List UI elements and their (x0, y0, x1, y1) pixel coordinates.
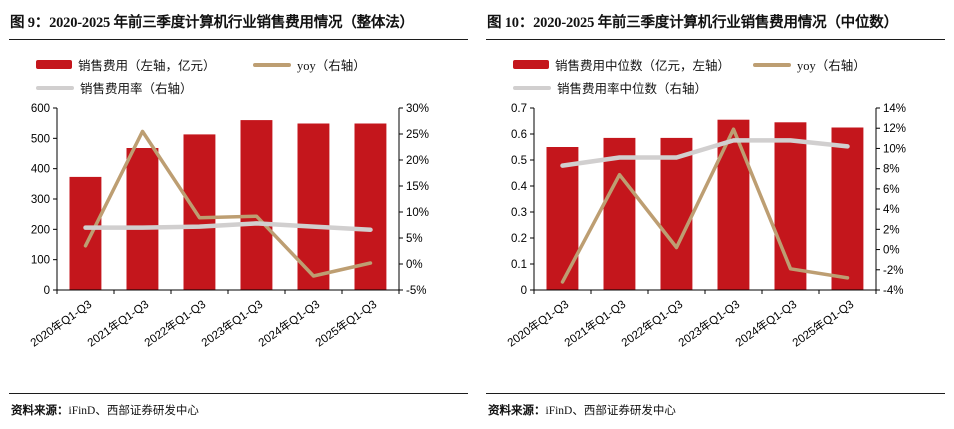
line-swatch-icon (513, 85, 551, 90)
figure-10-source: 资料来源：iFinD、西部证券研发中心 (486, 393, 945, 429)
svg-text:200: 200 (31, 224, 50, 236)
legend-label: yoy（右轴） (297, 59, 366, 73)
bar-swatch-icon (513, 60, 549, 69)
svg-text:600: 600 (31, 103, 50, 115)
svg-text:10%: 10% (883, 143, 906, 155)
svg-text:20%: 20% (406, 155, 429, 167)
legend-label: 销售费用（左轴，亿元） (78, 59, 216, 73)
figure-9-title: 图 9：2020-2025 年前三季度计算机行业销售费用情况（整体法） (10, 15, 414, 31)
legend-item-sales-expense: 销售费用（左轴，亿元） (36, 55, 253, 74)
legend-label: 销售费用率（右轴） (80, 82, 193, 96)
line-swatch-icon (36, 85, 74, 90)
svg-text:2023年Q1-Q3: 2023年Q1-Q3 (199, 297, 266, 350)
svg-text:-4%: -4% (883, 285, 903, 297)
figure-10-legend: 销售费用中位数（亿元，左轴） yoy（右轴） 销售费用率中位数（右轴） (513, 53, 945, 99)
svg-text:2021年Q1-Q3: 2021年Q1-Q3 (562, 297, 629, 350)
legend-label: 销售费用率中位数（右轴） (557, 82, 708, 96)
svg-text:300: 300 (31, 194, 50, 206)
svg-text:0.5: 0.5 (511, 155, 527, 167)
svg-text:2021年Q1-Q3: 2021年Q1-Q3 (85, 297, 152, 350)
svg-text:4%: 4% (883, 204, 900, 216)
svg-text:5%: 5% (406, 233, 423, 245)
svg-text:0: 0 (44, 285, 50, 297)
line-swatch-icon (753, 62, 791, 67)
svg-text:15%: 15% (406, 181, 429, 193)
svg-text:0%: 0% (883, 245, 900, 257)
source-body: iFinD、西部证券研发中心 (68, 405, 199, 417)
figure-10-title: 图 10：2020-2025 年前三季度计算机行业销售费用情况（中位数） (487, 15, 898, 31)
svg-text:10%: 10% (406, 207, 429, 219)
svg-text:0.4: 0.4 (511, 181, 528, 193)
figure-9-source: 资料来源：iFinD、西部证券研发中心 (9, 393, 468, 429)
svg-text:500: 500 (31, 133, 50, 145)
svg-text:0.1: 0.1 (511, 259, 527, 271)
figure-9-title-rule (9, 39, 468, 40)
svg-text:2%: 2% (883, 224, 900, 236)
legend-item-median-sales-expense: 销售费用中位数（亿元，左轴） (513, 55, 753, 74)
svg-text:2022年Q1-Q3: 2022年Q1-Q3 (142, 297, 209, 350)
legend-item-median-expense-ratio: 销售费用率中位数（右轴） (513, 78, 707, 97)
figure-9-legend: 销售费用（左轴，亿元） yoy（右轴） 销售费用率（右轴） (36, 53, 468, 99)
legend-label: 销售费用中位数（亿元，左轴） (555, 59, 731, 73)
svg-text:0.6: 0.6 (511, 129, 527, 141)
svg-text:2024年Q1-Q3: 2024年Q1-Q3 (733, 297, 800, 350)
svg-text:100: 100 (31, 255, 50, 267)
line-swatch-icon (253, 62, 291, 67)
legend-item-yoy: yoy（右轴） (753, 55, 866, 74)
svg-text:12%: 12% (883, 123, 906, 135)
svg-text:-2%: -2% (883, 265, 903, 277)
source-rule (9, 393, 468, 394)
svg-text:-5%: -5% (406, 285, 426, 297)
figure-10-chart: 0 0.1 0.2 0.3 0.4 0.5 0.6 0.7 -4% -2% 0% 2% 4% 6% 8% 10… (505, 103, 906, 350)
svg-text:30%: 30% (406, 103, 429, 115)
svg-text:8%: 8% (883, 164, 900, 176)
svg-text:14%: 14% (883, 103, 906, 115)
svg-text:2022年Q1-Q3: 2022年Q1-Q3 (619, 297, 686, 350)
source-rule (486, 393, 945, 394)
svg-text:0.2: 0.2 (511, 233, 527, 245)
svg-text:400: 400 (31, 164, 50, 176)
source-label: 资料来源： (11, 405, 69, 417)
source-body: iFinD、西部证券研发中心 (545, 405, 676, 417)
figure-9-chart: 0 100 200 300 400 500 600 -5% 0% 5% 10% 15% 20% 25% 30… (28, 103, 429, 350)
bar-swatch-icon (36, 60, 72, 69)
svg-text:2025年Q1-Q3: 2025年Q1-Q3 (313, 297, 380, 350)
legend-label: yoy（右轴） (797, 59, 866, 73)
svg-text:0: 0 (521, 285, 527, 297)
svg-text:2023年Q1-Q3: 2023年Q1-Q3 (676, 297, 743, 350)
svg-text:0%: 0% (406, 259, 423, 271)
figure-10-title-rule (486, 39, 945, 40)
svg-text:2020年Q1-Q3: 2020年Q1-Q3 (505, 297, 572, 350)
legend-item-expense-ratio: 销售费用率（右轴） (36, 78, 193, 97)
svg-text:2024年Q1-Q3: 2024年Q1-Q3 (256, 297, 323, 350)
svg-text:0.3: 0.3 (511, 207, 527, 219)
svg-text:2020年Q1-Q3: 2020年Q1-Q3 (28, 297, 95, 350)
svg-text:6%: 6% (883, 184, 900, 196)
figure-9-panel: 图 9：2020-2025 年前三季度计算机行业销售费用情况（整体法） 销售费用… (9, 15, 468, 429)
svg-text:2025年Q1-Q3: 2025年Q1-Q3 (790, 297, 857, 350)
svg-text:0.7: 0.7 (511, 103, 527, 115)
source-label: 资料来源： (488, 405, 546, 417)
legend-item-yoy: yoy（右轴） (253, 55, 366, 74)
svg-text:25%: 25% (406, 129, 429, 141)
figure-10-panel: 图 10：2020-2025 年前三季度计算机行业销售费用情况（中位数） 销售费… (477, 0, 954, 429)
